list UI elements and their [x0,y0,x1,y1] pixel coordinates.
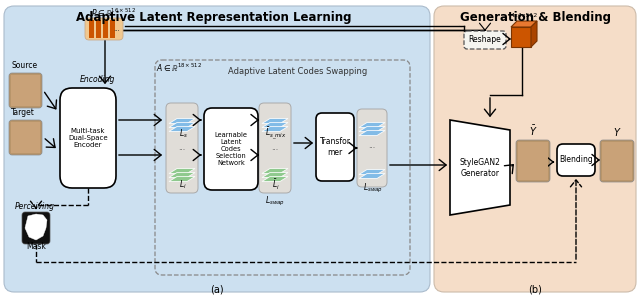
Text: (b): (b) [528,284,542,294]
Polygon shape [262,169,288,173]
Text: $L_i$: $L_i$ [179,178,187,191]
FancyBboxPatch shape [166,103,198,193]
Bar [602,142,632,180]
FancyBboxPatch shape [4,6,430,292]
Text: $\bar{L}_i$: $\bar{L}_i$ [272,177,280,192]
Text: $L_{swap}$: $L_{swap}$ [363,182,383,194]
Polygon shape [169,119,195,123]
FancyBboxPatch shape [557,144,595,176]
Text: Multi-task
Dual-Space
Encoder: Multi-task Dual-Space Encoder [68,128,108,148]
Polygon shape [169,172,195,178]
Bar [96,20,101,38]
FancyBboxPatch shape [9,120,42,155]
Polygon shape [359,126,385,132]
FancyBboxPatch shape [357,109,387,187]
Polygon shape [359,169,385,175]
Text: $L_{swap}$: $L_{swap}$ [265,194,285,208]
FancyBboxPatch shape [60,88,116,188]
Text: $\bar{Y}$: $\bar{Y}$ [529,124,538,138]
FancyBboxPatch shape [22,212,50,244]
Polygon shape [262,119,288,123]
Polygon shape [359,173,385,178]
Polygon shape [359,123,385,128]
Polygon shape [169,126,195,132]
Text: Adaptive Latent Representation Learning: Adaptive Latent Representation Learning [76,11,352,24]
Text: Reshape: Reshape [468,36,501,45]
Text: Adaptive Latent Codes Swapping: Adaptive Latent Codes Swapping [228,67,367,76]
FancyBboxPatch shape [9,73,42,108]
Text: $A \in \mathbb{R}^{18\times512}$: $A \in \mathbb{R}^{18\times512}$ [156,62,202,74]
Text: Learnable
Latent
Codes
Selection
Network: Learnable Latent Codes Selection Network [214,132,248,166]
Polygon shape [511,21,537,27]
Text: ...: ... [113,26,120,32]
Bar [103,20,108,38]
Text: $L_s$: $L_s$ [179,127,188,140]
Text: $\bar{L}_{s\_mix}$: $\bar{L}_{s\_mix}$ [265,126,287,141]
Polygon shape [262,172,288,178]
Bar [89,20,94,38]
Bar [110,20,115,38]
Polygon shape [262,126,288,132]
FancyBboxPatch shape [259,103,291,193]
Polygon shape [450,120,510,215]
Text: 4x4x512: 4x4x512 [510,13,538,18]
Text: Mask: Mask [26,242,46,251]
FancyBboxPatch shape [85,18,123,40]
Text: Generation & Blending: Generation & Blending [460,11,611,24]
Text: $Y$: $Y$ [612,126,621,138]
Polygon shape [531,21,537,47]
Text: Transfor
mer: Transfor mer [319,137,351,157]
Text: Target: Target [11,108,35,117]
Polygon shape [359,131,385,135]
Text: ...: ... [369,141,376,150]
Polygon shape [25,214,47,240]
Text: StyleGAN2
Generator: StyleGAN2 Generator [460,158,500,178]
Text: $P \in \mathbb{R}^{16\times512}$: $P \in \mathbb{R}^{16\times512}$ [91,7,136,19]
Text: Blending: Blending [559,156,593,165]
Polygon shape [169,176,195,182]
Bar [11,122,40,153]
Text: Source: Source [11,61,37,70]
Bar [518,142,548,180]
FancyBboxPatch shape [434,6,636,292]
Polygon shape [262,123,288,128]
Text: Encoding: Encoding [80,75,115,83]
Text: ...: ... [179,142,186,151]
Polygon shape [169,123,195,128]
FancyBboxPatch shape [464,31,506,49]
Text: ...: ... [271,142,278,151]
Bar [11,75,40,106]
FancyBboxPatch shape [516,140,550,182]
FancyBboxPatch shape [600,140,634,182]
Polygon shape [262,176,288,182]
Bar [511,27,531,47]
FancyBboxPatch shape [316,113,354,181]
Polygon shape [169,169,195,173]
Text: (a): (a) [210,284,224,294]
Text: Perceiving: Perceiving [15,202,55,211]
FancyBboxPatch shape [204,108,258,190]
